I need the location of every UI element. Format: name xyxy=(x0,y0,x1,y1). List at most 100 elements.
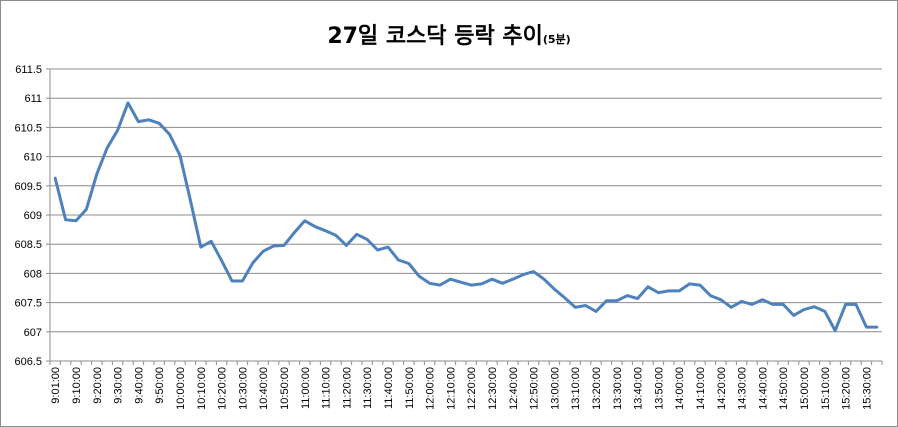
data-point xyxy=(522,273,525,276)
x-tick-label: 9:50:00 xyxy=(154,367,166,404)
x-tick-label: 12:20:00 xyxy=(466,367,478,410)
data-point xyxy=(667,289,670,293)
data-point xyxy=(865,325,868,329)
data-point xyxy=(116,129,119,132)
data-point xyxy=(449,278,452,281)
x-tick-label: 15:30:00 xyxy=(861,367,873,410)
x-tick-label: 9:40:00 xyxy=(133,367,145,404)
data-point xyxy=(199,245,202,249)
data-point xyxy=(54,177,57,180)
data-point xyxy=(137,120,140,123)
data-point xyxy=(730,306,733,309)
x-tick-label: 12:00:00 xyxy=(425,367,437,410)
data-point xyxy=(480,282,483,286)
x-tick-label: 9:10:00 xyxy=(71,367,83,404)
series-layer xyxy=(53,101,879,333)
y-tick-label: 607 xyxy=(24,327,42,339)
x-tick-label: 14:30:00 xyxy=(737,367,749,410)
data-point xyxy=(241,279,244,283)
y-tick-label: 608 xyxy=(24,268,42,280)
data-point xyxy=(771,303,774,306)
data-point xyxy=(490,278,494,281)
y-tick-label: 610.5 xyxy=(14,122,42,134)
data-point xyxy=(355,233,358,236)
axes xyxy=(46,68,883,365)
data-point xyxy=(823,310,826,313)
x-tick-label: 14:40:00 xyxy=(757,367,769,410)
data-point xyxy=(740,300,743,303)
data-point xyxy=(334,234,338,237)
data-point xyxy=(626,294,629,297)
data-point xyxy=(678,289,681,293)
data-point xyxy=(698,283,702,287)
x-tick-label: 15:20:00 xyxy=(841,367,853,410)
data-point xyxy=(636,297,639,300)
chart-title-main: 27일 코스닥 등락 추이 xyxy=(327,24,543,49)
gridlines xyxy=(50,68,882,333)
data-point xyxy=(386,245,390,249)
data-point xyxy=(834,329,837,332)
data-point xyxy=(854,303,858,306)
x-tick-label: 11:10:00 xyxy=(321,367,333,409)
data-point xyxy=(85,207,88,211)
data-point xyxy=(438,283,442,287)
data-point xyxy=(303,219,306,223)
data-point xyxy=(407,262,410,265)
data-point xyxy=(210,240,213,243)
data-point xyxy=(220,259,223,262)
data-point xyxy=(615,299,618,303)
data-point xyxy=(376,248,379,252)
x-tick-label: 12:50:00 xyxy=(529,367,541,410)
data-point xyxy=(324,229,327,232)
data-point xyxy=(563,296,566,300)
data-point xyxy=(106,146,109,150)
y-axis-ticks: 606.5 607 607.5 608 608.5 609 609.5 610 610.5 611… xyxy=(14,64,42,368)
x-tick-label: 13:20:00 xyxy=(591,367,603,410)
data-point xyxy=(282,244,286,247)
data-point xyxy=(688,282,691,286)
data-point xyxy=(459,280,462,284)
chart-title-interval: (5분) xyxy=(542,33,571,46)
y-tick-label: 608.5 xyxy=(14,239,42,251)
x-tick-label: 15:00:00 xyxy=(799,367,811,410)
data-point xyxy=(646,285,650,289)
y-tick-label: 609 xyxy=(24,210,42,222)
x-tick-label: 13:50:00 xyxy=(653,367,665,410)
x-tick-label: 9:01:00 xyxy=(50,367,62,404)
x-tick-label: 13:40:00 xyxy=(633,367,645,410)
data-point xyxy=(584,304,587,307)
data-point xyxy=(470,283,473,287)
data-point xyxy=(875,325,878,329)
x-tick-label: 10:10:00 xyxy=(196,367,208,410)
data-point xyxy=(262,250,265,253)
data-point xyxy=(511,278,514,281)
data-point xyxy=(719,298,722,301)
x-tick-label: 10:20:00 xyxy=(217,367,229,410)
y-tick-label: 611 xyxy=(24,93,42,105)
x-tick-label: 11:50:00 xyxy=(404,367,416,409)
data-point xyxy=(782,303,785,306)
x-tick-label: 9:30:00 xyxy=(113,367,125,404)
series-line xyxy=(53,101,879,333)
data-point xyxy=(418,275,421,278)
data-point xyxy=(189,199,192,202)
y-tick-label: 607.5 xyxy=(14,298,42,310)
data-point xyxy=(126,101,130,105)
data-point xyxy=(178,154,182,157)
data-point xyxy=(251,261,254,265)
y-tick-label: 606.5 xyxy=(14,356,42,368)
data-point xyxy=(709,294,712,297)
y-tick-label: 611.5 xyxy=(15,64,42,76)
data-point xyxy=(95,172,99,176)
x-tick-label: 10:40:00 xyxy=(258,367,270,410)
y-tick-label: 609.5 xyxy=(14,181,42,193)
data-point xyxy=(272,244,275,248)
x-tick-label: 14:00:00 xyxy=(674,367,686,410)
data-point xyxy=(574,306,577,309)
data-point xyxy=(397,258,400,262)
data-point xyxy=(542,278,546,281)
data-point xyxy=(158,122,161,125)
data-point xyxy=(74,219,78,223)
